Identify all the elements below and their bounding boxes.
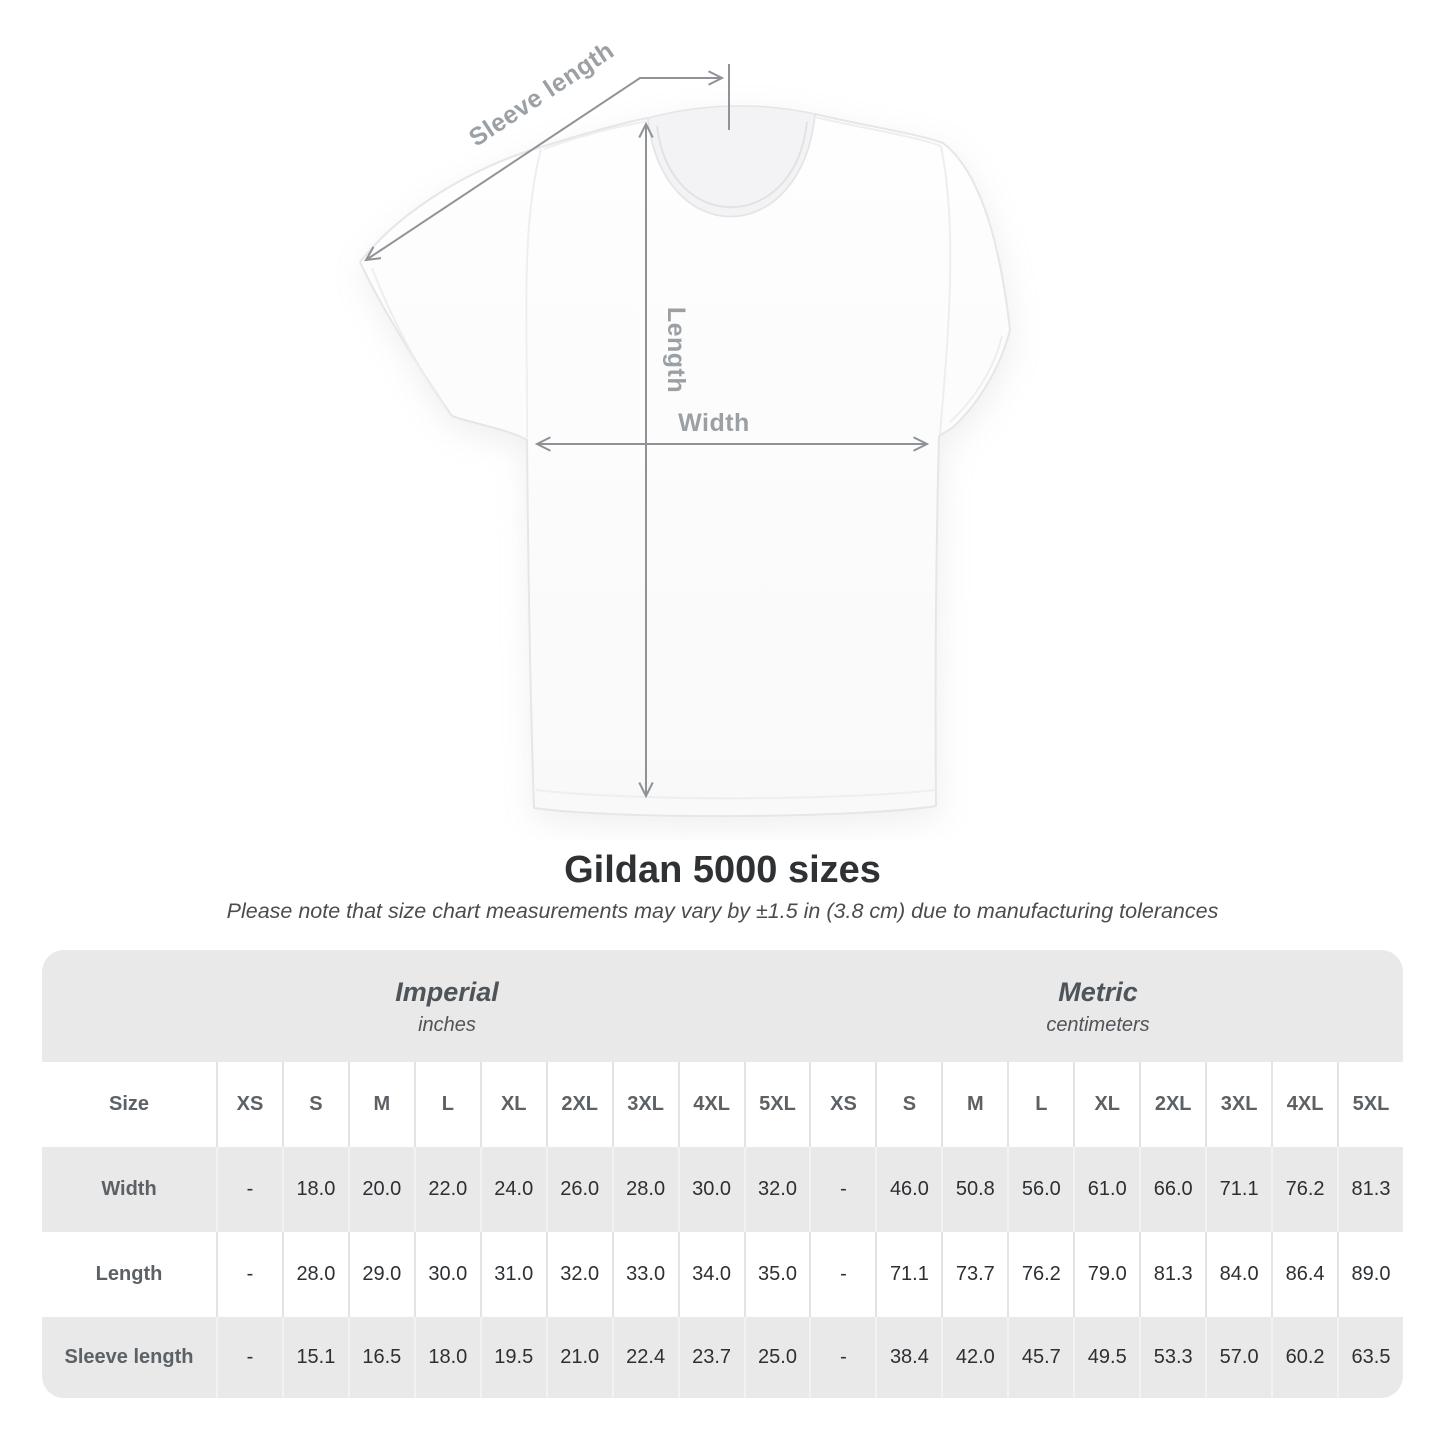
value-cell-imperial: 30.0 [413,1232,480,1317]
value-cell-metric: 76.2 [1007,1232,1073,1317]
value-cell-metric: 53.3 [1139,1317,1205,1398]
value-cell-metric: 63.5 [1337,1317,1403,1398]
value-cell-metric: 66.0 [1139,1147,1205,1232]
value-cell-metric: 79.0 [1073,1232,1139,1317]
value-cell-imperial: 15.1 [281,1317,348,1398]
value-cell-metric: 73.7 [941,1232,1007,1317]
size-header-metric-m: M [941,1062,1007,1147]
value-cell-metric: 86.4 [1271,1232,1337,1317]
size-header-imperial-5xl: 5XL [743,1062,810,1147]
value-cell-imperial: 35.0 [743,1232,810,1317]
value-cell-metric: 81.3 [1139,1232,1205,1317]
value-cell-imperial: 22.4 [611,1317,678,1398]
size-header-metric-l: L [1007,1062,1073,1147]
value-cell-imperial: 16.5 [347,1317,414,1398]
unit-group-band: Imperial inches Metric centimeters [42,950,1403,1062]
width-label: Width [678,409,750,437]
value-cell-imperial: 28.0 [281,1232,348,1317]
value-cell-metric: 60.2 [1271,1317,1337,1398]
size-header-imperial-s: S [281,1062,348,1147]
row-label: Length [95,1263,163,1285]
value-cell-metric: 61.0 [1073,1147,1139,1232]
value-cell-imperial: 25.0 [743,1317,810,1398]
value-cell-imperial: 22.0 [413,1147,480,1232]
value-cell-metric: 38.4 [875,1317,941,1398]
size-header-metric-xs: XS [809,1062,875,1147]
tshirt-body [359,113,1011,818]
tshirt-illustration [359,105,1011,818]
value-cell-imperial: - [216,1232,282,1317]
value-cell-metric: 45.7 [1007,1317,1073,1398]
size-header-imperial-m: M [347,1062,414,1147]
imperial-group-header: Imperial inches [395,976,499,1037]
size-header-imperial-xl: XL [479,1062,546,1147]
metric-group-name: Metric [1058,977,1138,1007]
value-cell-imperial: 23.7 [677,1317,744,1398]
value-cell-metric: - [809,1232,875,1317]
value-cell-metric: 76.2 [1271,1147,1337,1232]
value-cell-metric: 81.3 [1337,1147,1403,1232]
size-header-imperial-xs: XS [216,1062,282,1147]
value-cell-metric: 71.1 [1205,1147,1271,1232]
value-cell-imperial: 32.0 [743,1147,810,1232]
sleeve-measure-line [366,78,722,260]
size-table-grid: Size XS S M L XL 2XL 3XL 4XL 5XL XS S M L XL 2XL 3XL 4XL 5… [42,1062,1403,1398]
size-header-imperial-l: L [413,1062,480,1147]
value-cell-imperial: 24.0 [479,1147,546,1232]
size-header-imperial-2xl: 2XL [545,1062,612,1147]
size-header-metric-4xl: 4XL [1271,1062,1337,1147]
value-cell-imperial: 18.0 [281,1147,348,1232]
size-header-imperial-3xl: 3XL [611,1062,678,1147]
value-cell-imperial: 21.0 [545,1317,612,1398]
size-header-metric-2xl: 2XL [1139,1062,1205,1147]
size-column-header: Size [108,1093,150,1115]
value-cell-metric: 56.0 [1007,1147,1073,1232]
value-cell-metric: 46.0 [875,1147,941,1232]
table-row: Size XS S M L XL 2XL 3XL 4XL 5XL XS S M L XL 2XL 3XL 4XL 5… [42,1062,1403,1147]
metric-group-header: Metric centimeters [1046,976,1149,1037]
value-cell-imperial: 30.0 [677,1147,744,1232]
value-cell-imperial: 20.0 [347,1147,414,1232]
value-cell-metric: - [809,1317,875,1398]
value-cell-metric: 84.0 [1205,1232,1271,1317]
row-label: Width [101,1178,157,1200]
table-row: Width -18.0 20.0 22.0 24.0 26.0 28.0 30.0 32.0-4… [42,1147,1403,1232]
value-cell-metric: 49.5 [1073,1317,1139,1398]
metric-group-unit: centimeters [1046,1014,1150,1036]
value-cell-imperial: 34.0 [677,1232,744,1317]
size-header-metric-3xl: 3XL [1205,1062,1271,1147]
imperial-group-name: Imperial [395,977,499,1007]
value-cell-metric: 89.0 [1337,1232,1403,1317]
value-cell-metric: 50.8 [941,1147,1007,1232]
size-header-imperial-4xl: 4XL [677,1062,744,1147]
length-label: Length [662,307,690,393]
heading-block: Gildan 5000 sizes Please note that size … [0,849,1445,924]
value-cell-imperial: 28.0 [611,1147,678,1232]
value-cell-imperial: 19.5 [479,1317,546,1398]
value-cell-imperial: 33.0 [611,1232,678,1317]
value-cell-imperial: - [216,1317,282,1398]
value-cell-metric: 42.0 [941,1317,1007,1398]
tolerance-note: Please note that size chart measurements… [226,899,1219,923]
value-cell-metric: 57.0 [1205,1317,1271,1398]
size-header-metric-s: S [875,1062,941,1147]
value-cell-imperial: 32.0 [545,1232,612,1317]
value-cell-imperial: 26.0 [545,1147,612,1232]
value-cell-imperial: 18.0 [413,1317,480,1398]
value-cell-metric: 71.1 [875,1232,941,1317]
page-title: Gildan 5000 sizes [564,849,881,891]
value-cell-imperial: 31.0 [479,1232,546,1317]
value-cell-metric: - [809,1147,875,1232]
table-row: Sleeve length -15.1 16.5 18.0 19.5 21.0 22.4 23… [42,1317,1403,1398]
row-label: Sleeve length [64,1346,194,1368]
tshirt-measurement-diagram: Sleeve length Length Width [359,36,1011,818]
table-row: Length -28.0 29.0 30.0 31.0 32.0 33.0 34.0 35.0-… [42,1232,1403,1317]
size-header-metric-xl: XL [1073,1062,1139,1147]
value-cell-imperial: - [216,1147,282,1232]
size-chart-table: Imperial inches Metric centimeters Size X… [42,950,1403,1398]
imperial-group-unit: inches [418,1014,476,1036]
size-header-metric-5xl: 5XL [1337,1062,1403,1147]
value-cell-imperial: 29.0 [347,1232,414,1317]
